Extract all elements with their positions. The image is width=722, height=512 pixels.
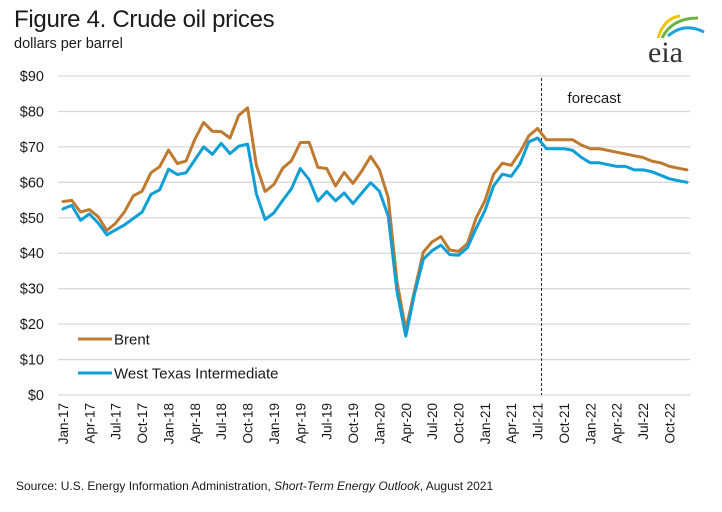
chart: $0 $10 $20 $30 $40 $50 $60 $70 $80 $90 Jan-17 Apr-…: [20, 69, 690, 444]
y-tick-label: $70: [20, 140, 44, 156]
y-tick-label: $40: [20, 246, 44, 262]
y-tick-label: $60: [20, 175, 44, 191]
x-tick-label: Jul-19: [320, 403, 335, 440]
x-tick-label: Jul-18: [214, 403, 229, 440]
eia-logo: eia: [648, 14, 705, 69]
x-axis-ticks: Jan-17 Apr-17 Jul-17 Oct-17 Jan-18 Apr-18 Jul-…: [56, 403, 677, 444]
logo-arc-yellow: [656, 14, 681, 39]
legend: Brent West Texas Intermediate: [78, 332, 279, 383]
x-tick-label: Oct-18: [241, 403, 256, 444]
logo-text: eia: [648, 36, 683, 69]
legend-label: Brent: [114, 332, 151, 349]
x-tick-label: Apr-20: [399, 403, 414, 444]
y-tick-label: $10: [20, 353, 44, 369]
chart-subtitle: dollars per barrel: [14, 36, 123, 52]
x-tick-label: Jul-22: [636, 403, 651, 440]
series-line-west-texas-intermediate: [61, 136, 689, 338]
x-tick-label: Jan-20: [372, 403, 387, 444]
x-tick-label: Apr-17: [82, 403, 97, 444]
x-tick-label: Jul-20: [425, 403, 440, 440]
logo-arc-green: [660, 16, 699, 39]
x-tick-label: Apr-19: [293, 403, 308, 444]
x-tick-label: Jul-17: [109, 403, 124, 440]
x-tick-label: Jan-22: [583, 403, 598, 444]
forecast-label: forecast: [568, 90, 622, 107]
y-tick-label: $0: [28, 388, 44, 404]
y-tick-label: $80: [20, 104, 44, 120]
x-tick-label: Apr-22: [610, 403, 625, 444]
y-tick-label: $50: [20, 211, 44, 227]
chart-title: Figure 4. Crude oil prices: [14, 6, 275, 33]
series-lines: [61, 106, 689, 338]
legend-label: West Texas Intermediate: [114, 366, 279, 383]
source-publication: Short-Term Energy Outlook: [274, 479, 420, 493]
gridlines: [58, 75, 690, 396]
x-tick-label: Oct-17: [135, 403, 150, 444]
x-tick-label: Oct-19: [346, 403, 361, 444]
x-tick-label: Apr-21: [504, 403, 519, 444]
x-tick-label: Oct-21: [557, 403, 572, 444]
source-note: Source: U.S. Energy Information Administ…: [16, 479, 493, 493]
logo-arc-blue: [667, 26, 705, 38]
y-tick-label: $90: [20, 69, 44, 85]
x-tick-label: Jan-21: [478, 403, 493, 444]
x-tick-label: Jul-21: [531, 403, 546, 440]
x-tick-label: Jan-19: [267, 403, 282, 444]
source-suffix: , August 2021: [419, 479, 494, 493]
x-tick-label: Jan-17: [56, 403, 71, 444]
y-tick-label: $30: [20, 282, 44, 298]
x-tick-label: Oct-20: [451, 403, 466, 444]
source-prefix: Source: U.S. Energy Information Administ…: [16, 479, 275, 493]
x-tick-label: Apr-18: [188, 403, 203, 444]
y-tick-label: $20: [20, 317, 44, 333]
y-axis-ticks: $0 $10 $20 $30 $40 $50 $60 $70 $80 $90: [20, 69, 44, 404]
x-tick-label: Oct-22: [662, 403, 677, 444]
x-tick-label: Jan-18: [161, 403, 176, 444]
series-line-brent: [61, 106, 689, 332]
